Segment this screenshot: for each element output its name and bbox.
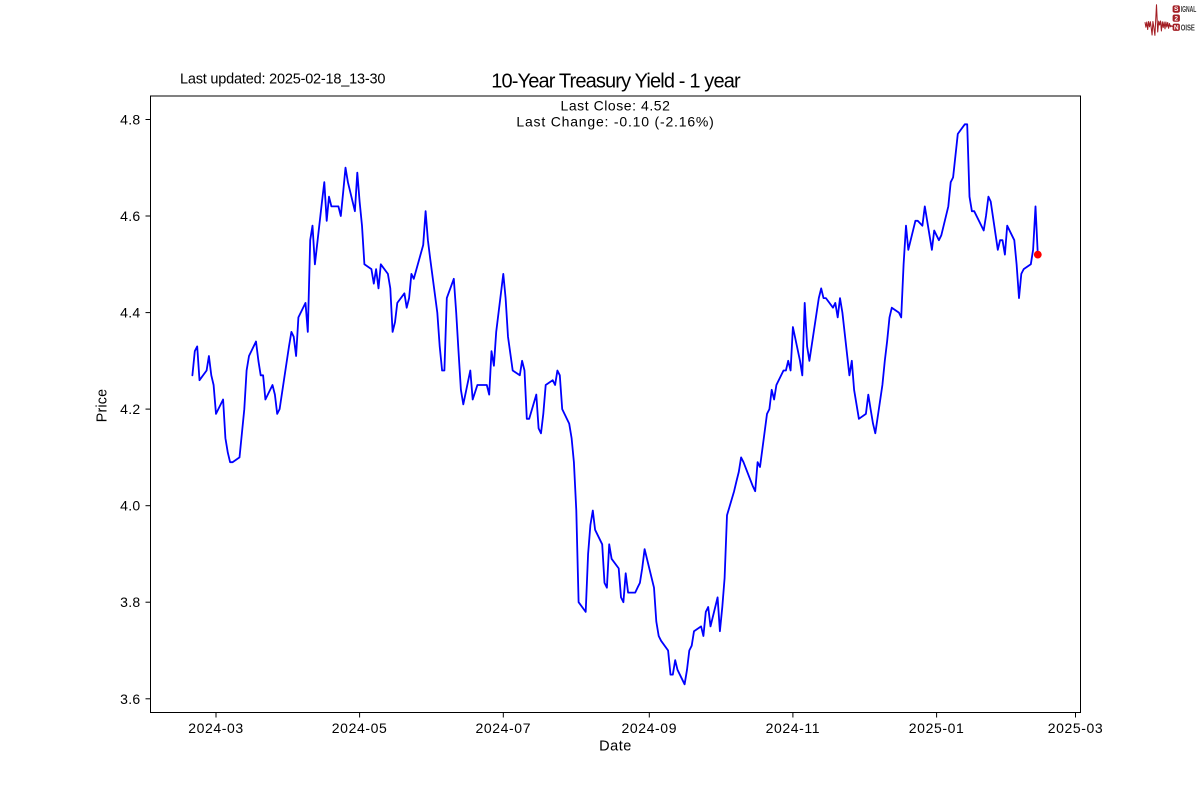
svg-text:2024-11: 2024-11 <box>766 720 821 736</box>
svg-text:4.6: 4.6 <box>120 208 140 224</box>
svg-text:4.8: 4.8 <box>120 112 140 128</box>
svg-text:2024-09: 2024-09 <box>622 720 678 736</box>
svg-text:3.6: 3.6 <box>120 691 140 707</box>
svg-text:2024-03: 2024-03 <box>188 720 244 736</box>
svg-text:4.4: 4.4 <box>120 305 140 321</box>
svg-text:OISE: OISE <box>1181 22 1195 32</box>
svg-text:N: N <box>1174 24 1179 31</box>
svg-text:4.0: 4.0 <box>120 498 140 514</box>
svg-text:10-Year Treasury Yield - 1 yea: 10-Year Treasury Yield - 1 year <box>491 71 741 93</box>
svg-text:2025-03: 2025-03 <box>1048 720 1104 736</box>
svg-text:2024-07: 2024-07 <box>476 720 532 736</box>
svg-text:Last Change: -0.10 (-2.16%): Last Change: -0.10 (-2.16%) <box>516 113 714 129</box>
svg-text:S: S <box>1174 6 1179 13</box>
svg-text:2024-05: 2024-05 <box>332 720 388 736</box>
svg-text:2: 2 <box>1174 15 1178 22</box>
svg-text:Price: Price <box>95 389 111 423</box>
svg-text:Last updated: 2025-02-18_13-30: Last updated: 2025-02-18_13-30 <box>180 71 385 87</box>
svg-text:3.8: 3.8 <box>120 594 140 610</box>
svg-text:IGNAL: IGNAL <box>1181 4 1197 14</box>
svg-text:2025-01: 2025-01 <box>909 720 965 736</box>
svg-text:4.2: 4.2 <box>120 401 140 417</box>
svg-text:Date: Date <box>599 739 632 755</box>
svg-text:Last Close: 4.52: Last Close: 4.52 <box>561 98 671 114</box>
